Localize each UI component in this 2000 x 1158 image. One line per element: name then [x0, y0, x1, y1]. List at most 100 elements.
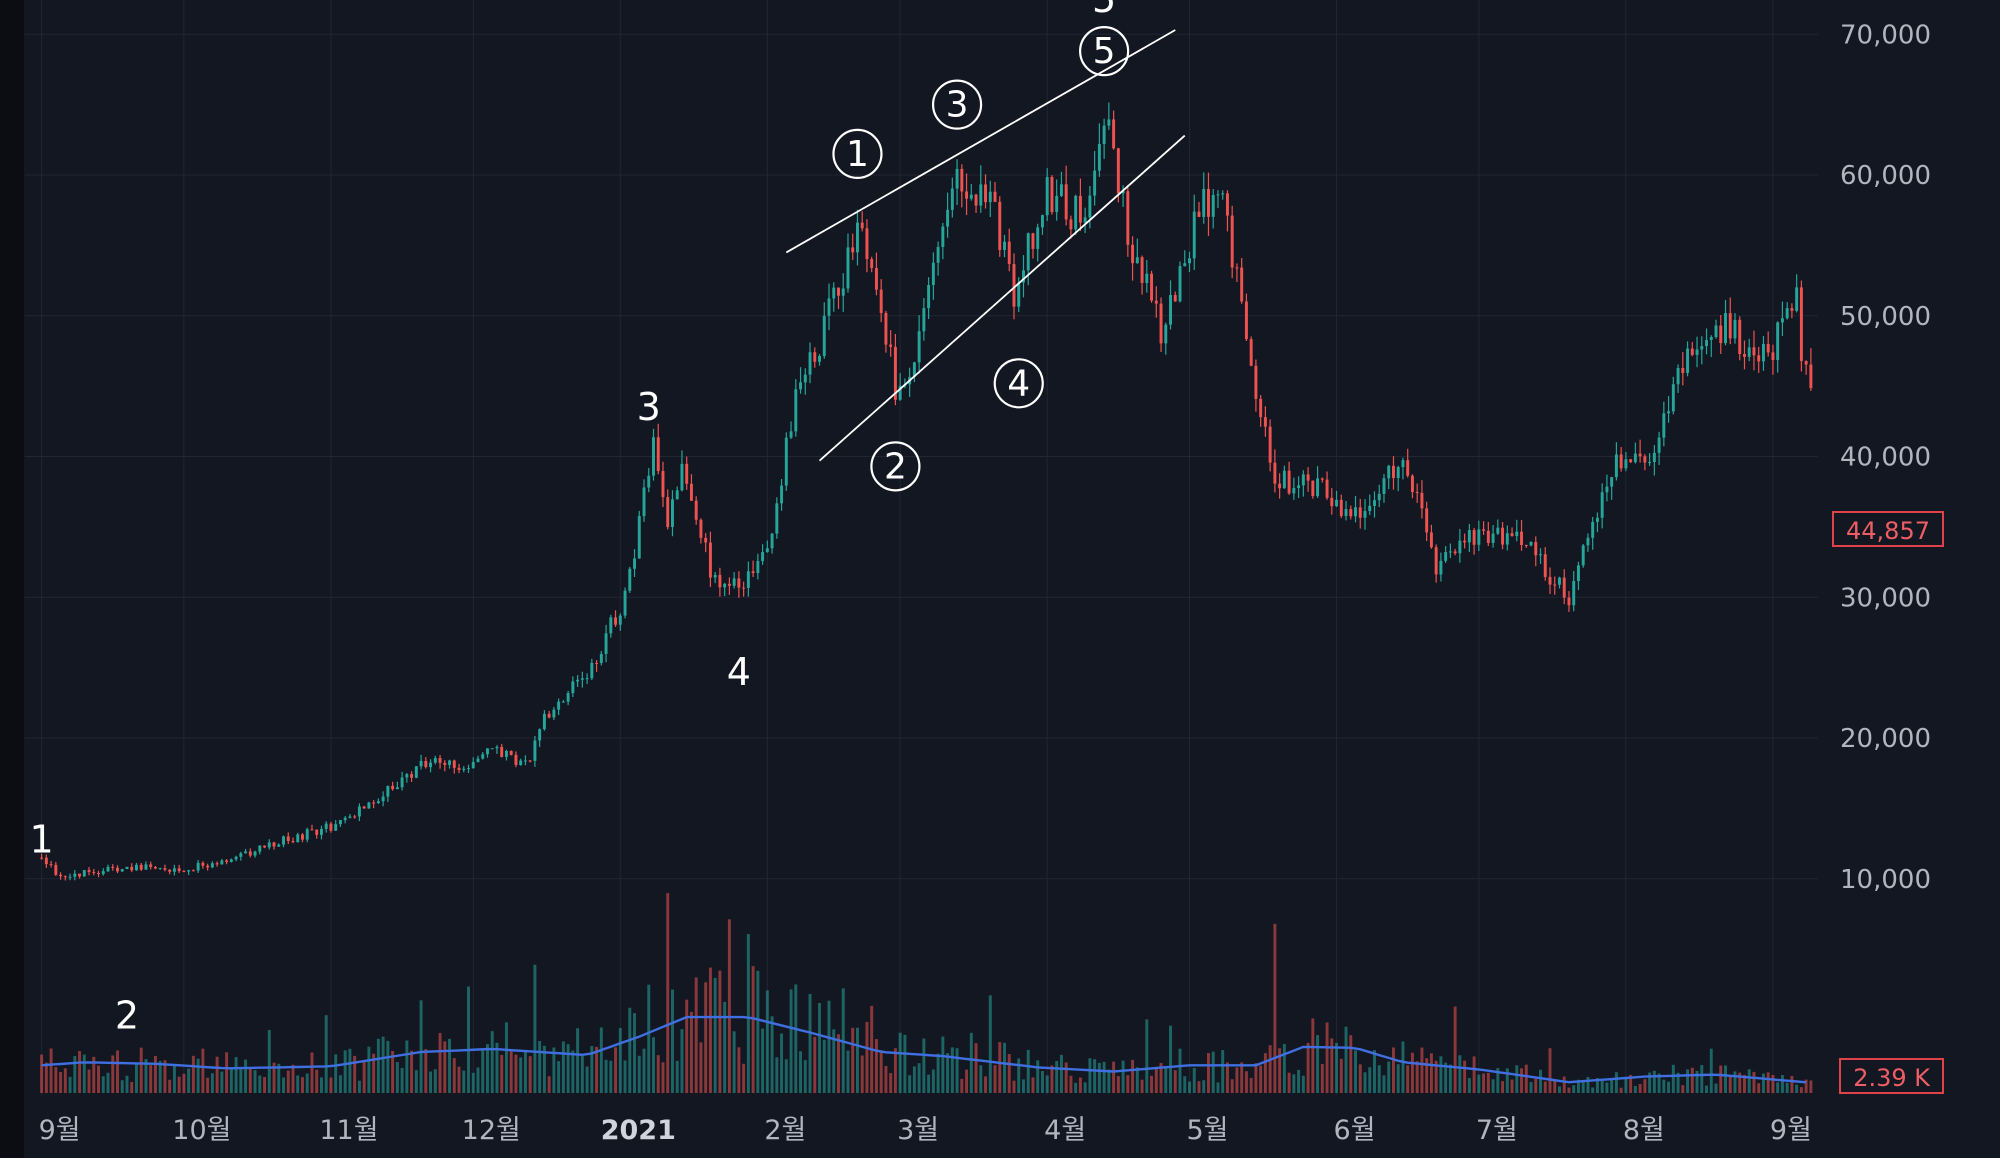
candle — [841, 273, 845, 312]
candle-body — [599, 653, 603, 664]
candle — [220, 858, 224, 865]
candle — [291, 837, 295, 844]
candle — [988, 180, 992, 217]
volume-bar — [372, 1053, 376, 1093]
candle-body — [177, 868, 181, 872]
candle-body — [1605, 486, 1609, 493]
candle-body — [974, 194, 978, 206]
volume-bar — [523, 1050, 527, 1093]
candle — [1188, 251, 1191, 273]
trendline — [818, 134, 1186, 462]
candle-body — [1453, 551, 1457, 554]
candle-body — [139, 864, 143, 870]
volume-bar — [1619, 1087, 1623, 1093]
volume-bar — [1743, 1074, 1746, 1093]
candle-body — [561, 701, 565, 703]
candle — [718, 567, 722, 597]
candle — [1031, 232, 1035, 259]
candle-body — [718, 574, 722, 588]
volume-bar — [1263, 1053, 1267, 1093]
candle-body — [258, 845, 262, 852]
candle-body — [893, 346, 897, 400]
volume-bar — [713, 977, 717, 1093]
candle-body — [471, 762, 475, 769]
candle-body — [538, 729, 542, 741]
candle — [1173, 291, 1177, 302]
volume-bar — [751, 966, 755, 1093]
candle-body — [851, 247, 855, 253]
volume-bar — [495, 1042, 499, 1093]
candle-body — [595, 662, 599, 664]
candle — [296, 832, 300, 843]
price-axis-tick-label: 40,000 — [1840, 443, 1931, 473]
volume-bar — [1406, 1065, 1410, 1093]
candle-body — [789, 431, 793, 438]
candle — [1311, 480, 1315, 499]
candle-body — [576, 679, 580, 682]
candle — [263, 845, 267, 849]
volume-bar — [941, 1036, 945, 1093]
candle — [827, 283, 831, 331]
volume-bar — [244, 1059, 248, 1093]
volume-bar — [1515, 1065, 1519, 1093]
volume-bar — [1757, 1083, 1761, 1093]
candle-body — [1211, 195, 1215, 217]
candle — [44, 854, 48, 868]
volume-bar — [220, 1071, 224, 1093]
volume-bar — [168, 1079, 172, 1093]
candle — [1282, 465, 1286, 489]
candle-body — [1249, 339, 1253, 366]
candle — [1297, 476, 1301, 498]
volume-bar — [277, 1063, 281, 1093]
candle-body — [746, 571, 750, 588]
volume-bar — [946, 1053, 950, 1093]
volume-bar — [172, 1064, 176, 1093]
candle — [414, 766, 418, 779]
candle — [419, 754, 423, 770]
candle-body — [1809, 364, 1813, 389]
candle-body — [410, 774, 414, 778]
volume-bar — [1648, 1072, 1652, 1093]
volume-bar — [92, 1056, 96, 1093]
candle-body — [1268, 426, 1272, 463]
volume-bar — [1714, 1083, 1718, 1093]
candle — [1074, 194, 1078, 235]
volume-bar — [1700, 1065, 1704, 1093]
volume-bar — [1026, 1049, 1030, 1093]
candle — [1591, 517, 1595, 550]
candle — [1278, 473, 1282, 499]
volume-bar — [500, 1054, 504, 1093]
time-axis-tick-label: 8월 — [1623, 1115, 1665, 1146]
candle — [1325, 471, 1329, 500]
volume-bar — [1391, 1047, 1395, 1093]
candle — [63, 875, 67, 881]
candle — [704, 533, 708, 553]
candle — [818, 353, 821, 366]
volume-bar — [509, 1050, 513, 1093]
candle — [125, 866, 129, 870]
volume-bar — [1529, 1082, 1533, 1093]
candle — [1444, 546, 1448, 563]
candle — [652, 428, 655, 481]
volume-bar — [1306, 1042, 1310, 1093]
candle-body — [467, 768, 470, 770]
time-axis-tick-label: 2021 — [601, 1115, 676, 1146]
candle-body — [1757, 355, 1761, 362]
candle — [153, 866, 157, 870]
candle-body — [1391, 465, 1395, 478]
candle-body — [979, 184, 983, 206]
candle — [277, 843, 281, 848]
candle-body — [305, 829, 309, 840]
candle — [144, 861, 148, 870]
price-axis-tick-label: 50,000 — [1840, 302, 1931, 332]
volume-bar — [429, 1071, 433, 1093]
volume-bar — [1657, 1073, 1661, 1093]
candle — [780, 478, 784, 511]
price-axis-tick-label: 30,000 — [1840, 583, 1931, 613]
candle — [305, 827, 309, 843]
candle — [149, 861, 153, 870]
candle-body — [1192, 211, 1196, 259]
candle — [642, 479, 646, 522]
